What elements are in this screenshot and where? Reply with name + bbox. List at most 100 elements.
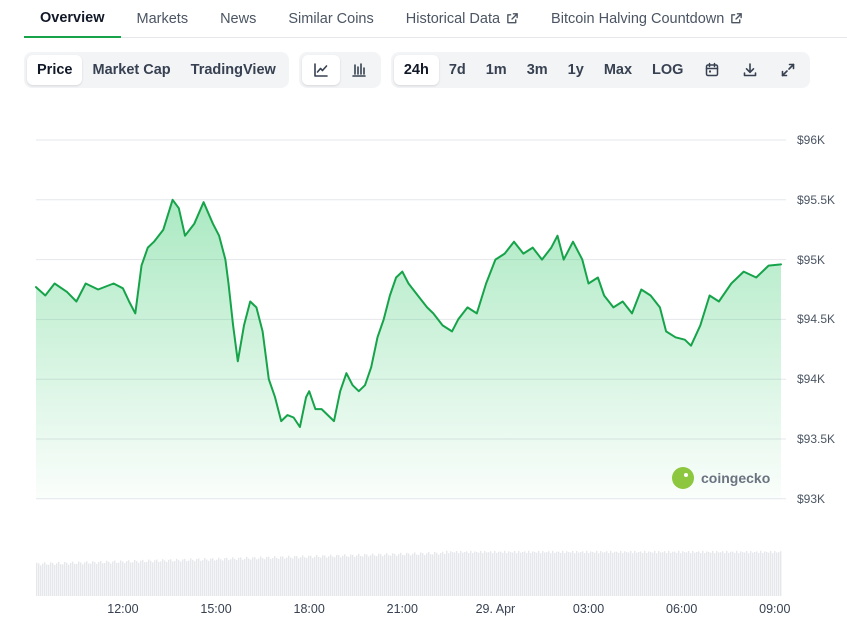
volume-bar bbox=[46, 564, 48, 596]
volume-bar bbox=[492, 553, 494, 596]
volume-bar bbox=[506, 553, 508, 596]
volume-bar bbox=[394, 553, 396, 596]
volume-bar bbox=[186, 561, 188, 596]
volume-bar bbox=[422, 553, 424, 596]
volume-bar bbox=[730, 551, 732, 596]
volume-bar bbox=[586, 550, 588, 596]
price-point bbox=[122, 287, 124, 289]
volume-bar bbox=[602, 552, 604, 596]
price-point bbox=[333, 420, 335, 422]
market-cap-button[interactable]: Market Cap bbox=[92, 62, 171, 78]
tab-news[interactable]: News bbox=[204, 0, 272, 37]
volume-bar bbox=[116, 562, 118, 596]
y-tick-label: $95.5K bbox=[797, 192, 836, 207]
price-chart[interactable]: coingecko $96K $95.5K $95K $94.5K $94K $93.5K… bbox=[0, 96, 847, 632]
volume-bar bbox=[594, 552, 596, 596]
price-button[interactable]: Price bbox=[27, 55, 83, 85]
price-point bbox=[699, 324, 701, 326]
volume-bar bbox=[540, 553, 542, 596]
range-24h-button[interactable]: 24h bbox=[393, 55, 439, 85]
volume-bar bbox=[640, 551, 642, 596]
price-point bbox=[255, 306, 257, 308]
x-tick-label: 21:00 bbox=[386, 602, 418, 616]
price-point bbox=[650, 295, 652, 297]
volume-bar bbox=[538, 550, 540, 596]
candlestick-chart-icon[interactable] bbox=[340, 55, 378, 85]
tab-bitcoin-halving-countdown[interactable]: Bitcoin Halving Countdown bbox=[535, 0, 759, 37]
volume-bar bbox=[744, 552, 746, 596]
price-point bbox=[147, 247, 149, 249]
price-point bbox=[768, 265, 770, 267]
download-icon[interactable] bbox=[731, 55, 769, 85]
tab-overview[interactable]: Overview bbox=[24, 0, 121, 38]
volume-bar bbox=[194, 561, 196, 596]
x-tick-label: 29. Apr bbox=[475, 602, 516, 616]
volume-bar bbox=[454, 552, 456, 596]
volume-bar bbox=[396, 555, 398, 596]
volume-bar bbox=[438, 554, 440, 596]
volume-bar bbox=[290, 557, 292, 596]
volume-bar bbox=[150, 560, 152, 596]
volume-bar bbox=[600, 551, 602, 596]
price-point bbox=[690, 345, 692, 347]
volume-bar bbox=[738, 553, 740, 596]
volume-bar bbox=[488, 552, 490, 596]
volume-bar bbox=[216, 559, 218, 596]
calendar-icon[interactable] bbox=[693, 55, 731, 85]
volume-bar bbox=[530, 553, 532, 596]
volume-bar bbox=[146, 561, 148, 596]
volume-bar bbox=[418, 554, 420, 596]
price-point bbox=[541, 259, 543, 261]
range-3m-button[interactable]: 3m bbox=[526, 62, 548, 78]
range-max-button[interactable]: Max bbox=[603, 62, 633, 78]
price-point bbox=[286, 414, 288, 416]
price-point bbox=[780, 263, 782, 265]
volume-bar bbox=[236, 560, 238, 596]
tab-markets[interactable]: Markets bbox=[121, 0, 205, 37]
volume-bar bbox=[604, 552, 606, 596]
volume-bar bbox=[708, 551, 710, 596]
volume-bar bbox=[402, 554, 404, 596]
tab-historical-data[interactable]: Historical Data bbox=[390, 0, 535, 37]
y-tick-label: $93.5K bbox=[797, 432, 836, 446]
volume-bar bbox=[624, 551, 626, 596]
volume-bar bbox=[152, 562, 154, 596]
volume-bar bbox=[526, 553, 528, 596]
volume-bar bbox=[126, 561, 128, 596]
range-1m-button[interactable]: 1m bbox=[485, 62, 507, 78]
volume-bar bbox=[86, 561, 88, 596]
range-log-button[interactable]: LOG bbox=[652, 62, 684, 78]
tradingview-button[interactable]: TradingView bbox=[190, 62, 276, 78]
price-point bbox=[640, 289, 642, 291]
volume-bar bbox=[72, 561, 74, 596]
price-point bbox=[172, 199, 174, 201]
volume-bar bbox=[420, 552, 422, 596]
volume-bar bbox=[272, 558, 274, 596]
volume-bar bbox=[724, 553, 726, 596]
volume-bar bbox=[334, 557, 336, 596]
y-tick-label: $95K bbox=[797, 252, 826, 267]
tab-label: Similar Coins bbox=[288, 10, 374, 27]
tab-similar-coins[interactable]: Similar Coins bbox=[272, 0, 389, 37]
line-chart-icon[interactable] bbox=[301, 55, 340, 85]
volume-bar bbox=[136, 561, 138, 596]
volume-bar bbox=[450, 551, 452, 596]
volume-bar bbox=[62, 564, 64, 596]
price-point bbox=[212, 223, 214, 225]
price-point bbox=[128, 301, 130, 303]
price-point bbox=[457, 318, 459, 320]
tab-label: Overview bbox=[40, 10, 105, 26]
price-point bbox=[66, 291, 68, 293]
volume-bar bbox=[412, 553, 414, 596]
fullscreen-icon[interactable] bbox=[769, 55, 807, 85]
range-1y-button[interactable]: 1y bbox=[567, 62, 584, 78]
price-point bbox=[321, 408, 323, 410]
volume-bar bbox=[522, 551, 524, 596]
price-point bbox=[370, 366, 372, 368]
volume-bar bbox=[238, 557, 240, 596]
volume-bar bbox=[500, 551, 502, 596]
range-7d-button[interactable]: 7d bbox=[448, 62, 466, 78]
volume-bar bbox=[298, 558, 300, 596]
price-point bbox=[299, 426, 301, 428]
volume-bar bbox=[350, 554, 352, 596]
